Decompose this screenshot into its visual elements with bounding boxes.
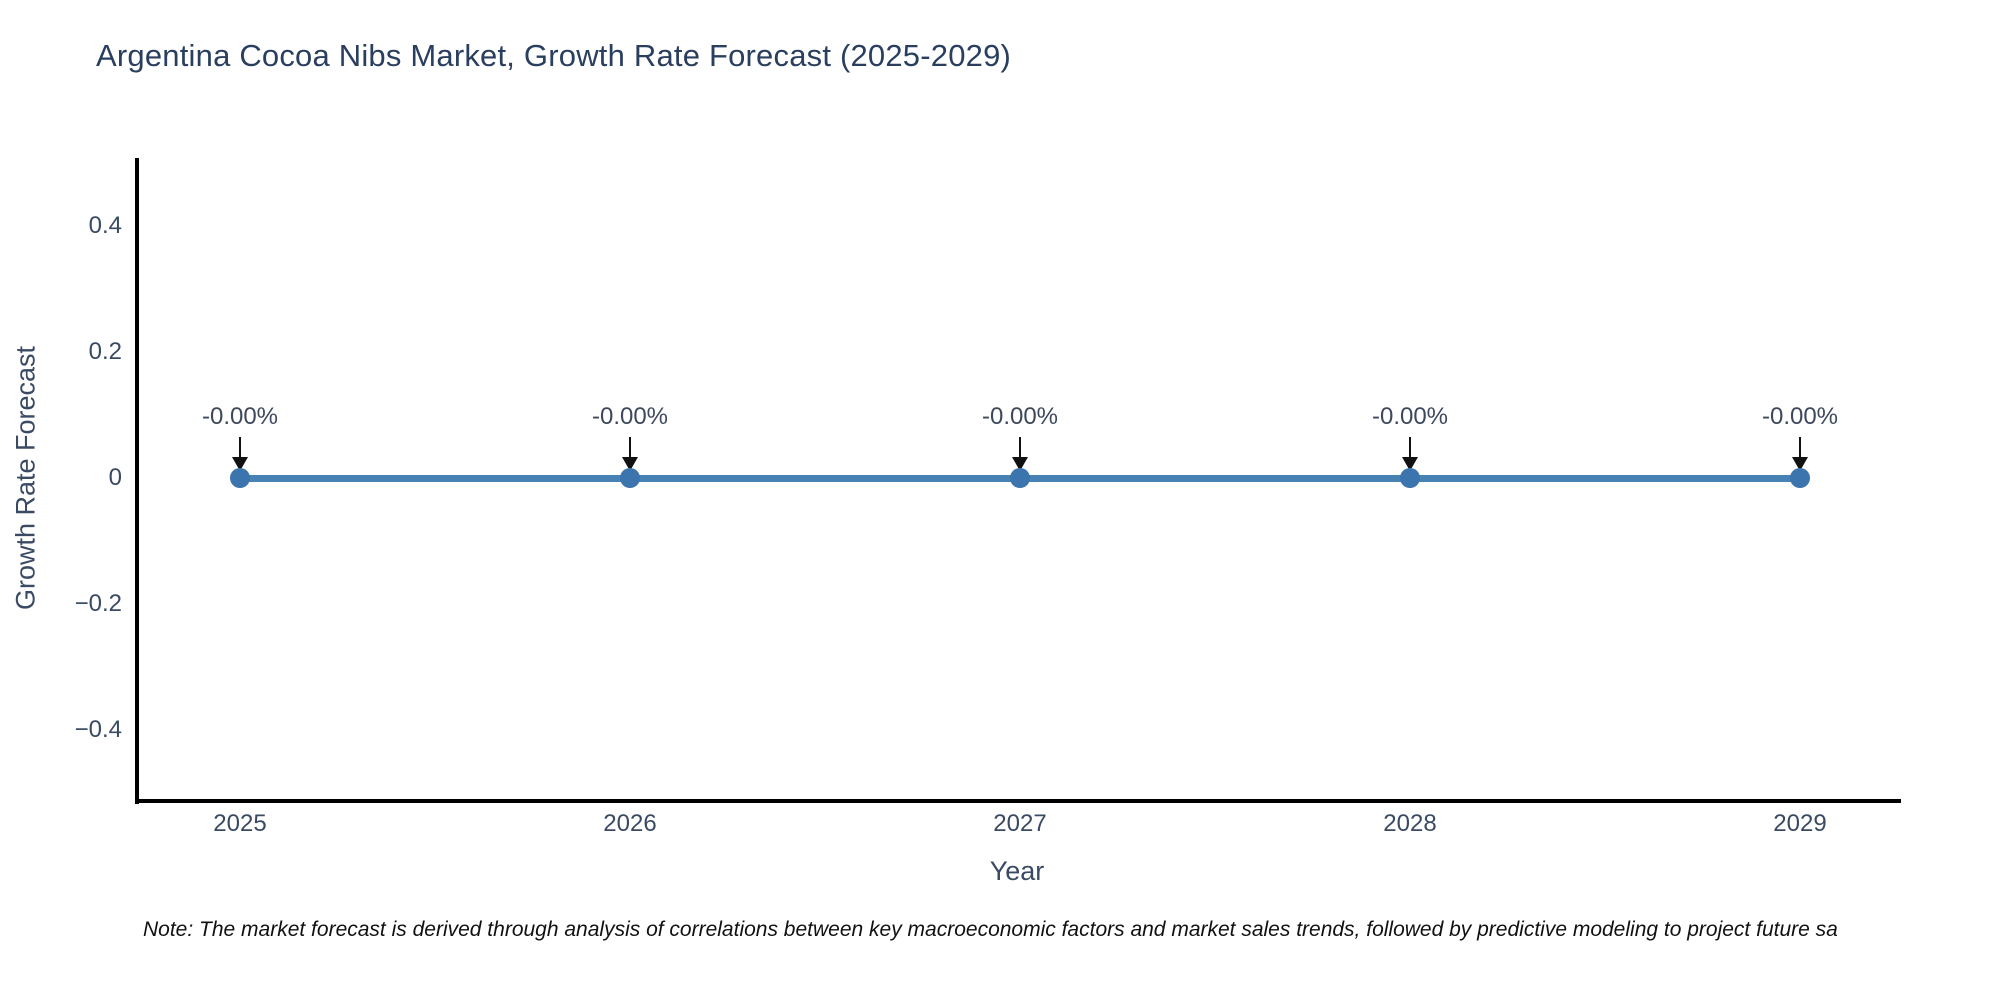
- chart-title: Argentina Cocoa Nibs Market, Growth Rate…: [96, 38, 1012, 73]
- x-tick-label: 2027: [993, 810, 1047, 837]
- data-point-marker: [1400, 468, 1420, 488]
- x-tick-label: 2025: [213, 810, 267, 837]
- point-annotation-label: -0.00%: [1371, 403, 1449, 430]
- x-tick-label: 2029: [1773, 810, 1827, 837]
- annotation-arrow-shaft: [1799, 437, 1801, 459]
- annotation-arrow-shaft: [1409, 437, 1411, 459]
- y-tick-label: 0: [108, 464, 122, 491]
- footnote: Note: The market forecast is derived thr…: [143, 918, 1838, 941]
- annotation-arrow-shaft: [1019, 437, 1021, 459]
- annotation-arrow-down-icon: [232, 457, 248, 471]
- annotation-arrow-shaft: [629, 437, 631, 459]
- annotation-arrow-down-icon: [1012, 457, 1028, 471]
- x-tick-label: 2026: [603, 810, 657, 837]
- data-point-marker: [1790, 468, 1810, 488]
- y-tick-label: 0.2: [88, 338, 122, 365]
- data-point-marker: [230, 468, 250, 488]
- data-point-marker: [1010, 468, 1030, 488]
- x-axis-spine: [135, 799, 1901, 803]
- y-tick-label: 0.4: [88, 212, 122, 239]
- x-axis-title: Year: [989, 856, 1045, 886]
- annotation-arrow-down-icon: [622, 457, 638, 471]
- point-annotation-label: -0.00%: [201, 403, 279, 430]
- point-annotation-label: -0.00%: [591, 403, 669, 430]
- annotation-arrow-shaft: [239, 437, 241, 459]
- y-tick-label: −0.4: [74, 716, 122, 743]
- x-tick-label: 2028: [1383, 810, 1437, 837]
- data-point-marker: [620, 468, 640, 488]
- annotation-arrow-down-icon: [1792, 457, 1808, 471]
- point-annotation-label: -0.00%: [981, 403, 1059, 430]
- point-annotation-label: -0.00%: [1761, 403, 1839, 430]
- y-tick-label: −0.2: [74, 590, 122, 617]
- y-axis-spine: [135, 158, 139, 804]
- annotation-arrow-down-icon: [1402, 457, 1418, 471]
